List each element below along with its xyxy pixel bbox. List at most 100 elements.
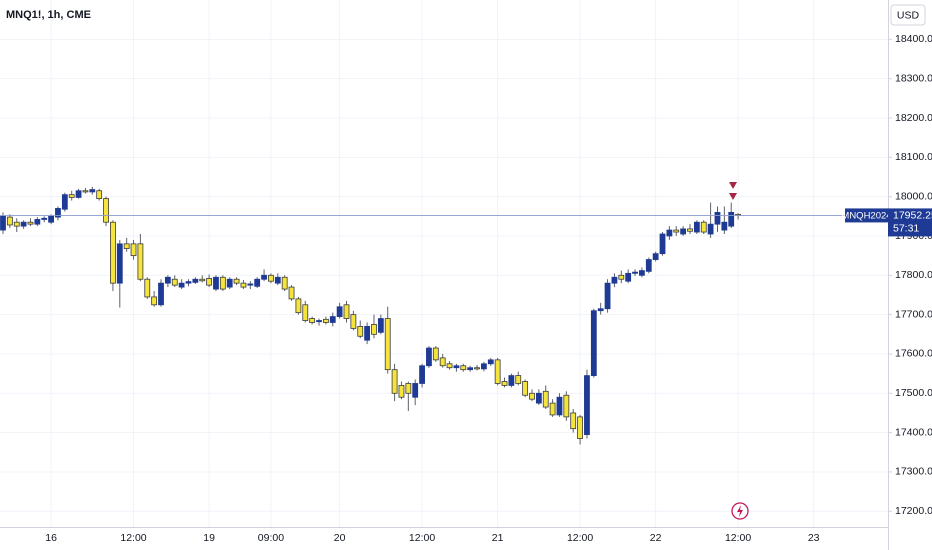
candle-body <box>652 253 659 260</box>
candle-body <box>34 219 41 225</box>
candle-body <box>707 223 714 235</box>
candle-body <box>82 190 89 193</box>
candle-body <box>0 215 6 231</box>
candle-body <box>158 282 164 306</box>
candle-body <box>6 216 13 226</box>
candle-body <box>673 229 680 233</box>
candle-body <box>687 228 693 232</box>
candle-body <box>123 243 130 249</box>
symbol-label: MNQH2024 <box>841 210 891 221</box>
candle-body <box>693 221 700 233</box>
candle-body <box>480 363 487 370</box>
x-tick-label: 09:00 <box>258 532 284 544</box>
candle-body <box>446 363 453 369</box>
candle-body <box>611 276 618 284</box>
y-tick-label: 18300.00 <box>895 72 932 84</box>
candle-body <box>556 396 563 416</box>
candle-body <box>474 367 480 370</box>
candle-body <box>350 314 357 329</box>
candle-body <box>233 278 240 284</box>
y-tick-label: 17400.00 <box>895 426 932 438</box>
candle-body <box>171 278 178 286</box>
candle-body <box>625 272 632 282</box>
candle-body <box>68 194 75 198</box>
y-tick-label: 17600.00 <box>895 348 932 360</box>
candle-body <box>501 381 508 386</box>
candle-body <box>467 367 474 371</box>
candle-body <box>89 189 96 193</box>
candle-body <box>542 390 549 408</box>
y-tick-label: 18000.00 <box>895 190 932 202</box>
countdown-label: 57:31 <box>893 223 919 235</box>
candle-body <box>632 271 638 274</box>
candle-body <box>261 274 267 280</box>
candle-body <box>439 357 446 367</box>
x-tick-label: 23 <box>808 532 820 544</box>
candle-body <box>577 416 583 439</box>
candle-body <box>639 270 645 276</box>
currency-label: USD <box>897 9 920 21</box>
candle-body <box>604 282 611 310</box>
candle-body <box>529 392 535 400</box>
candle-body <box>487 359 494 365</box>
x-tick-label: 12:00 <box>567 532 593 544</box>
candle-body <box>377 318 384 333</box>
candle-body <box>659 233 666 255</box>
candle-body <box>535 392 542 404</box>
candle-body <box>302 304 309 321</box>
candle-body <box>206 278 213 286</box>
candle-body <box>426 347 432 367</box>
candle-body <box>515 375 522 384</box>
candle-body <box>164 276 171 284</box>
y-tick-label: 17500.00 <box>895 387 932 399</box>
candle-body <box>55 208 61 218</box>
chart-title: MNQ1!, 1h, CME <box>6 9 91 21</box>
candle-body <box>130 243 137 257</box>
candle-body <box>584 375 590 435</box>
grid <box>0 0 888 527</box>
candle-body <box>137 243 144 280</box>
candle-body <box>116 243 123 284</box>
candle-body <box>96 190 103 200</box>
candle-body <box>570 412 577 430</box>
y-tick-label: 17300.00 <box>895 466 932 478</box>
candle-body <box>597 308 604 312</box>
candle-body <box>522 381 529 396</box>
x-tick-label: 12:00 <box>409 532 435 544</box>
candle-body <box>405 383 412 394</box>
candle-body <box>199 278 206 282</box>
candle-body <box>226 278 233 288</box>
x-tick-label: 22 <box>650 532 662 544</box>
candle-body <box>645 259 652 272</box>
candle-body <box>590 310 597 376</box>
candle-body <box>391 369 398 394</box>
y-tick-label: 18100.00 <box>895 151 932 163</box>
candle-body <box>192 278 199 283</box>
signal-marker <box>729 193 737 200</box>
candle-body <box>728 211 735 227</box>
candle-body <box>432 347 439 361</box>
candle-body <box>549 402 556 416</box>
candle-body <box>27 221 34 225</box>
event-icon-bolt <box>737 505 743 517</box>
price-tag-box <box>888 208 932 237</box>
candle-body <box>185 281 192 284</box>
candle-body <box>494 359 501 384</box>
candle-body <box>563 394 570 418</box>
candle-body <box>419 365 425 384</box>
last-price-label: 17952.25 <box>893 210 932 222</box>
y-tick-label: 18400.00 <box>895 33 932 45</box>
candle-body <box>398 385 405 398</box>
candle-body <box>364 326 371 341</box>
y-tick-label: 17800.00 <box>895 269 932 281</box>
candle-body <box>75 190 82 198</box>
candle-body <box>48 215 54 223</box>
candle-body <box>453 365 460 369</box>
candle-body <box>41 217 48 220</box>
candle-body <box>61 194 68 210</box>
candle-body <box>295 298 302 314</box>
candle-body <box>384 318 391 371</box>
currency-box[interactable] <box>890 4 926 26</box>
